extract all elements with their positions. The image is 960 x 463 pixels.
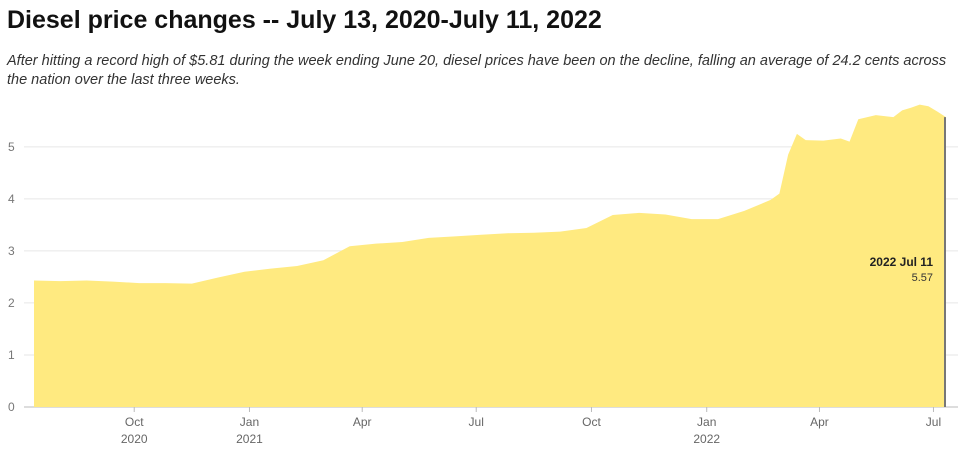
y-tick-label: 0 [8, 400, 15, 414]
x-tick-label: Oct [582, 415, 601, 429]
x-tick-label: Jan [240, 415, 259, 429]
x-tick-label: Jul [469, 415, 484, 429]
price-area [34, 104, 946, 408]
axes: Oct 2020 Jan 2021 Apr Jul Oct Jan 2022 Apr Jul [121, 407, 941, 446]
x-tick-label: Apr [810, 415, 829, 429]
chart-title: Diesel price changes -- July 13, 2020-Ju… [7, 6, 602, 34]
x-tick-label: Jan [697, 415, 716, 429]
x-tick-label: Apr [353, 415, 372, 429]
chart-subtitle: After hitting a record high of $5.81 dur… [7, 53, 947, 88]
area-series [34, 104, 946, 408]
y-tick-label: 4 [8, 192, 15, 206]
x-tick-label: Oct [125, 415, 144, 429]
annotation-value: 5.57 [912, 272, 933, 284]
y-tick-label: 2 [8, 296, 15, 310]
x-tick-year: 2020 [121, 432, 148, 446]
y-tick-label: 3 [8, 244, 15, 258]
x-tick-year: 2021 [236, 432, 263, 446]
end-annotation: 2022 Jul 11 5.57 [870, 255, 934, 284]
x-tick-label: Jul [926, 415, 941, 429]
x-tick-year: 2022 [693, 432, 720, 446]
y-tick-label: 1 [8, 348, 15, 362]
y-tick-label: 5 [8, 140, 15, 154]
annotation-date: 2022 Jul 11 [870, 255, 934, 269]
